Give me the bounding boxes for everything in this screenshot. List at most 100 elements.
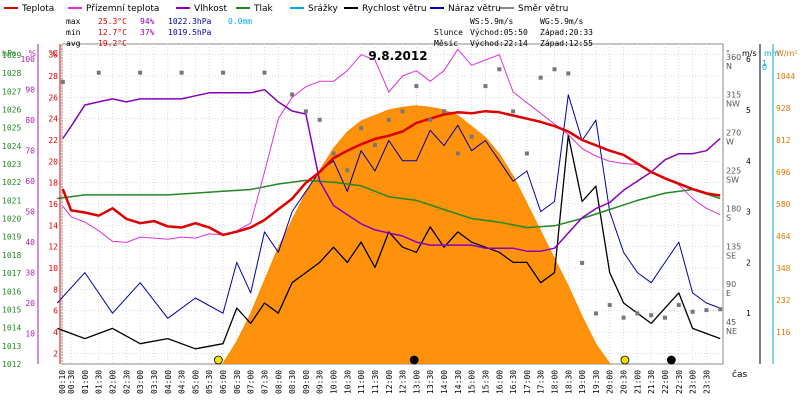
wind-direction-point (414, 84, 419, 89)
wind-direction-point (138, 70, 143, 75)
time-tick-label: 21:00 (633, 370, 642, 394)
direction-tick-degrees: 360 (726, 53, 741, 62)
stats-humidity: 37% (140, 28, 155, 37)
stats-pressure: 1019.5hPa (168, 28, 212, 37)
time-tick-label: 15:00 (468, 370, 477, 394)
info-moonrise: Východ:22:14 (470, 39, 528, 48)
chart-title: 9.8.2012 (368, 49, 427, 63)
time-axis-title: čas (732, 369, 747, 380)
temperature-tick-label: 12 (48, 243, 58, 252)
wind-direction-point (497, 67, 502, 72)
solar-tick-label: 1044 (776, 72, 795, 81)
time-tick-label: 20:00 (606, 370, 615, 394)
solar-tick-label: 812 (776, 136, 791, 145)
wind-direction-point (621, 315, 626, 320)
direction-tick-degrees: 90 (726, 280, 736, 289)
solar-tick-label: 116 (776, 328, 791, 337)
temperature-tick-label: 2 (53, 349, 58, 358)
time-tick-label: 01:00 (81, 370, 90, 394)
info-moonset: Západ:12:55 (540, 39, 593, 48)
wind-direction-point (704, 308, 709, 313)
time-tick-label: 07:00 (247, 370, 256, 394)
wind-direction-point (442, 109, 447, 114)
time-tick-label: 10:30 (343, 370, 352, 394)
pressure-tick-label: 1025 (2, 124, 21, 133)
temperature-tick-label: 20 (48, 157, 58, 166)
pressure-tick-label: 1029 (2, 51, 21, 60)
time-tick-label: 16:00 (495, 370, 504, 394)
wind-direction-point (428, 117, 433, 122)
pressure-tick-label: 1020 (2, 215, 21, 224)
stats-row-label: max (66, 17, 81, 26)
info-moon-label: Měsíc (434, 39, 458, 48)
pressure-tick-label: 1021 (2, 196, 21, 205)
wind-direction-point (221, 70, 226, 75)
direction-tick-name: E (726, 289, 731, 298)
time-tick-label: 07:30 (260, 370, 269, 394)
wind-direction-point (331, 151, 336, 156)
time-tick-label: 20:30 (620, 370, 629, 394)
legend-label: Srážky (308, 4, 339, 14)
temperature-tick-label: 10 (48, 264, 58, 273)
wind-direction-point (580, 260, 585, 265)
wind-direction-point (690, 309, 695, 314)
humidity-tick-label: 70 (25, 147, 35, 156)
wind-direction-point (662, 315, 667, 320)
solar-tick-label: 696 (776, 168, 791, 177)
time-tick-label: 11:00 (357, 370, 366, 394)
temperature-axis-title: °C (48, 49, 58, 58)
solar-tick-label: 928 (776, 104, 791, 113)
wind-direction-point (345, 168, 350, 173)
time-tick-label: 23:00 (689, 370, 698, 394)
direction-tick-name: NE (726, 327, 737, 336)
time-tick-label: 09:00 (302, 370, 311, 394)
wind-direction-point (179, 70, 184, 75)
info-sunset: Západ:20:33 (540, 28, 593, 37)
temperature-tick-label: 30 (48, 51, 58, 60)
humidity-tick-label: 100 (21, 55, 36, 64)
stats-temp: 25.3°C (98, 17, 127, 26)
pressure-tick-label: 1028 (2, 69, 21, 78)
direction-tick-degrees: 45 (726, 318, 736, 327)
time-tick-label: 19:30 (592, 370, 601, 394)
wind-tick-label: 2 (746, 258, 751, 267)
stats-row-label: min (66, 28, 81, 37)
sunrise-marker (213, 355, 223, 365)
humidity-tick-label: 80 (25, 116, 35, 125)
direction-tick-degrees: 135 (726, 242, 741, 251)
solar-tick-label: 580 (776, 200, 791, 209)
chart-axes: 00:10 00:30 01:00 01:30 02:00 02:30 03:00 03:30… (2, 44, 798, 394)
solar-radiation-area (222, 105, 611, 365)
humidity-tick-label: 50 (25, 208, 35, 217)
stats-pressure: 1022.3hPa (168, 17, 212, 26)
wind-direction-point (649, 313, 654, 318)
humidity-tick-label: 40 (25, 238, 35, 247)
wind-tick-label: 6 (746, 55, 751, 64)
pressure-tick-label: 1016 (2, 287, 21, 296)
temperature-tick-label: 28 (48, 72, 58, 81)
pressure-tick-label: 1026 (2, 105, 21, 114)
direction-tick-name: S (726, 213, 731, 222)
wind-axis-title: m/s (742, 49, 757, 58)
humidity-tick-label: 90 (25, 86, 35, 95)
wind-direction-point (303, 109, 308, 114)
humidity-tick-label: 60 (25, 177, 35, 186)
pressure-tick-label: 1015 (2, 305, 21, 314)
chart-header: 9.8.2012 Teplota Přízemní teplota Vlhkost Tl… (4, 4, 593, 63)
wind-direction-point (566, 71, 571, 76)
wind-direction-point (317, 117, 322, 122)
series-lines (56, 48, 723, 350)
wind-direction-point (607, 303, 612, 308)
wind-tick-label: 1 (746, 309, 751, 318)
time-tick-label: 21:30 (647, 370, 656, 394)
humidity-line (62, 88, 721, 252)
time-tick-label: 01:30 (95, 370, 104, 394)
solar-axis-title: W/m² (776, 49, 798, 58)
wind-direction-point (718, 307, 723, 312)
wind-direction-point (483, 84, 488, 89)
temperature-tick-label: 22 (48, 136, 58, 145)
temperature-line (61, 109, 721, 237)
moonset-marker (409, 355, 419, 365)
pressure-tick-label: 1013 (2, 342, 21, 351)
